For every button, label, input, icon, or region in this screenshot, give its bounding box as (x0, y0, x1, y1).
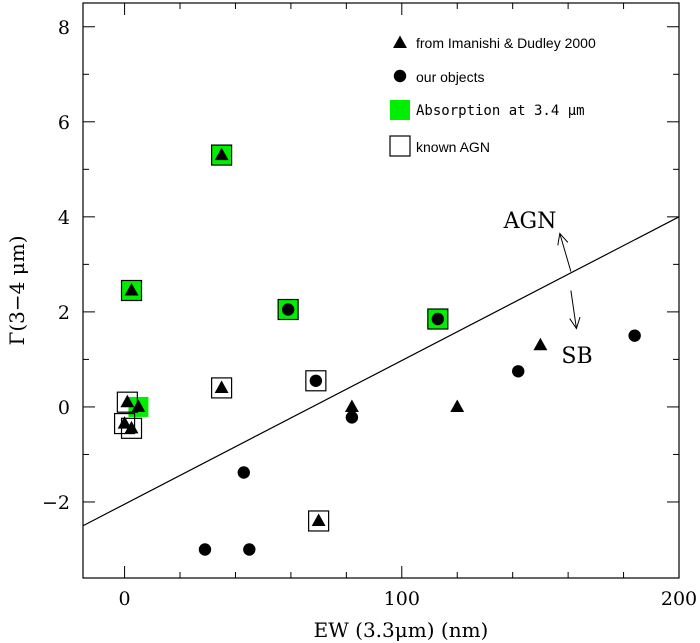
sb-region-label: SB (561, 344, 592, 369)
known-agn-marker (427, 308, 449, 330)
known-agn-marker (308, 510, 330, 532)
known-agn-marker (120, 279, 143, 302)
legend-circle-icon (393, 69, 407, 83)
data-point-triangle (344, 399, 359, 412)
data-point-circle (237, 466, 250, 479)
data-point-circle (281, 303, 295, 316)
data-point-triangle (124, 283, 139, 296)
known-agn-marker (277, 298, 299, 321)
y-tick-label: 6 (58, 112, 70, 134)
region-arrow-head (569, 316, 581, 330)
legend-label: known AGN (416, 139, 490, 155)
data-point-triangle (120, 394, 135, 408)
data-point-circle (198, 543, 212, 556)
y-axis-title: Γ(3−4 μm) (5, 235, 29, 345)
data-point-triangle (214, 380, 229, 393)
legend-label: from Imanishi & Dudley 2000 (416, 35, 596, 51)
legend-label: our objects (416, 69, 484, 85)
agn-region-label: AGN (503, 209, 557, 234)
region-arrow (559, 233, 572, 272)
y-tick-label: 8 (58, 17, 70, 39)
data-point-circle (628, 329, 641, 342)
x-tick-label: 100 (384, 588, 420, 610)
data-point-triangle (131, 399, 146, 412)
known-agn-marker (305, 370, 327, 392)
data-point-triangle (214, 147, 229, 161)
y-tick-label: 4 (58, 207, 70, 229)
data-point-triangle (311, 513, 326, 527)
x-axis-title: EW (3.3μm) (nm) (314, 618, 489, 642)
data-point-circle (345, 411, 359, 424)
region-arrow-head (557, 232, 569, 246)
data-point-circle (512, 365, 525, 378)
known-agn-marker (113, 412, 136, 435)
y-tick-label: 2 (58, 302, 70, 324)
legend-triangle-icon (393, 35, 407, 49)
legend-label: Absorption at 3.4 μm (416, 103, 585, 119)
data-point-triangle (450, 399, 465, 412)
data-point-circle (309, 374, 323, 387)
region-arrow (570, 290, 577, 329)
x-tick-label: 200 (661, 588, 697, 610)
legend-open-square-icon (389, 135, 411, 157)
known-agn-marker (211, 144, 233, 166)
data-point-circle (243, 543, 256, 556)
x-tick-label: 0 (119, 588, 131, 610)
legend-filled-square-icon (390, 100, 410, 120)
plot-frame (82, 2, 680, 579)
divider-line (82, 216, 680, 527)
data-point-circle (431, 312, 445, 326)
data-point-triangle (117, 416, 132, 429)
y-tick-label: 0 (58, 397, 70, 419)
known-agn-marker (211, 377, 233, 399)
data-point-triangle (533, 337, 548, 351)
data-point-triangle (124, 420, 139, 434)
y-tick-label: −2 (42, 492, 70, 514)
